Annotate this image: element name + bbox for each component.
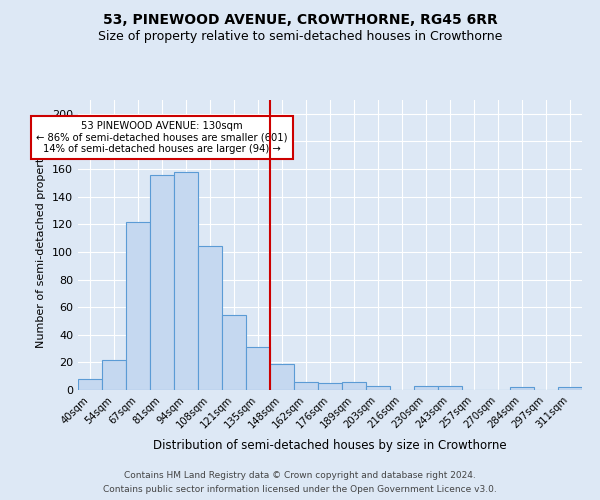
Bar	[366, 386, 390, 390]
Text: Size of property relative to semi-detached houses in Crowthorne: Size of property relative to semi-detach…	[98, 30, 502, 43]
Text: Contains HM Land Registry data © Crown copyright and database right 2024.: Contains HM Land Registry data © Crown c…	[124, 472, 476, 480]
Bar	[318, 383, 342, 390]
Bar	[558, 387, 582, 390]
Bar	[222, 316, 246, 390]
Bar	[150, 174, 174, 390]
Text: 53, PINEWOOD AVENUE, CROWTHORNE, RG45 6RR: 53, PINEWOOD AVENUE, CROWTHORNE, RG45 6R…	[103, 12, 497, 26]
Bar	[102, 360, 126, 390]
Bar	[126, 222, 150, 390]
Bar	[174, 172, 198, 390]
Bar	[414, 386, 438, 390]
Bar	[78, 379, 102, 390]
Text: 53 PINEWOOD AVENUE: 130sqm
← 86% of semi-detached houses are smaller (601)
14% o: 53 PINEWOOD AVENUE: 130sqm ← 86% of semi…	[36, 120, 288, 154]
Bar	[246, 347, 270, 390]
Bar	[342, 382, 366, 390]
Bar	[438, 386, 462, 390]
Y-axis label: Number of semi-detached properties: Number of semi-detached properties	[37, 142, 46, 348]
Bar	[510, 387, 534, 390]
Text: Contains public sector information licensed under the Open Government Licence v3: Contains public sector information licen…	[103, 484, 497, 494]
X-axis label: Distribution of semi-detached houses by size in Crowthorne: Distribution of semi-detached houses by …	[153, 439, 507, 452]
Bar	[198, 246, 222, 390]
Bar	[270, 364, 294, 390]
Bar	[294, 382, 318, 390]
